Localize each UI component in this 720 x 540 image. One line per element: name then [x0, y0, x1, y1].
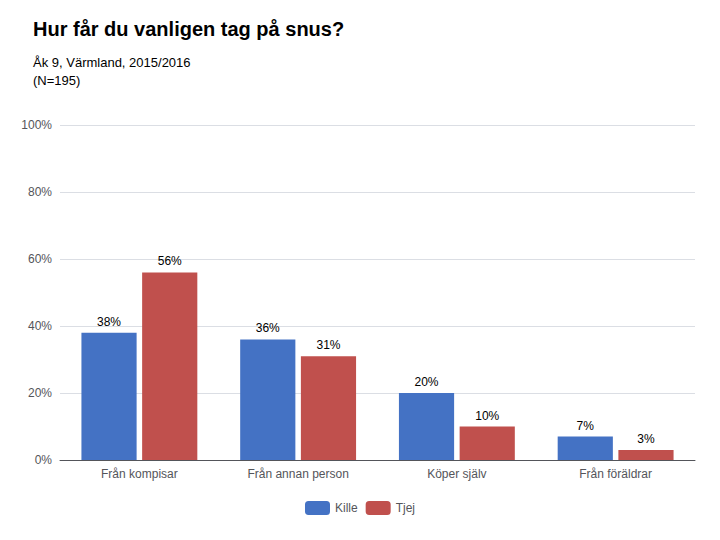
svg-text:36%: 36% [256, 321, 280, 335]
svg-text:7%: 7% [577, 419, 595, 433]
svg-text:Köper själv: Köper själv [427, 467, 486, 481]
svg-text:31%: 31% [316, 338, 340, 352]
svg-text:Från annan person: Från annan person [247, 467, 348, 481]
svg-text:40%: 40% [28, 319, 52, 333]
svg-text:10%: 10% [475, 409, 499, 423]
svg-text:Från kompisar: Från kompisar [101, 467, 178, 481]
svg-text:56%: 56% [158, 254, 182, 268]
svg-text:100%: 100% [21, 118, 52, 132]
svg-text:38%: 38% [97, 315, 121, 329]
svg-text:80%: 80% [28, 185, 52, 199]
svg-text:Från föräldrar: Från föräldrar [579, 467, 652, 481]
svg-text:Åk 9, Värmland, 2015/2016: Åk 9, Värmland, 2015/2016 [33, 55, 191, 70]
svg-text:Kille: Kille [335, 501, 358, 515]
svg-text:20%: 20% [415, 375, 439, 389]
svg-text:20%: 20% [28, 386, 52, 400]
svg-text:(N=195): (N=195) [33, 73, 80, 88]
svg-text:60%: 60% [28, 252, 52, 266]
svg-text:0%: 0% [35, 453, 53, 467]
svg-text:Tjej: Tjej [396, 501, 415, 515]
svg-text:3%: 3% [637, 432, 655, 446]
svg-text:Hur får du vanligen tag på snu: Hur får du vanligen tag på snus? [33, 18, 344, 40]
